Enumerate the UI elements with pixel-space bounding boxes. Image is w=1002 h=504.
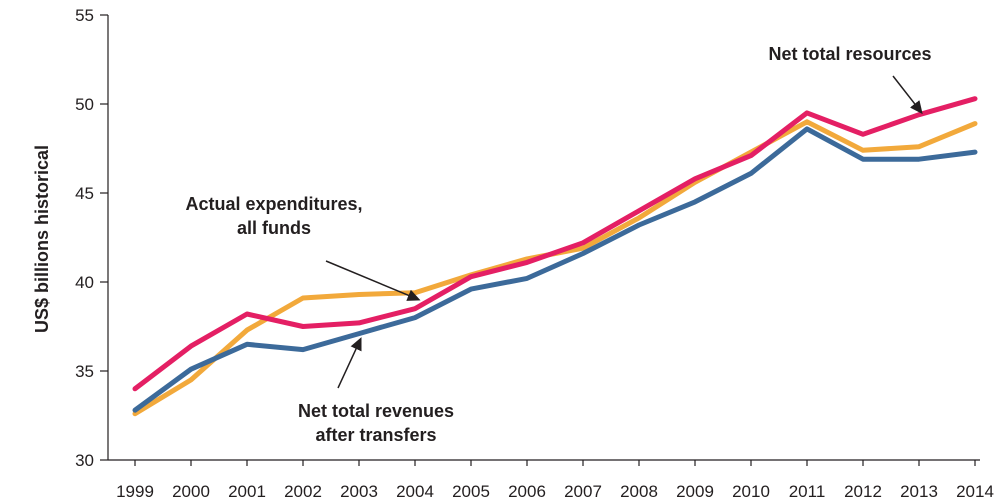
series-line-2 [132,96,978,392]
x-tick-label: 2013 [900,482,938,501]
x-tick-label: 2014 [956,482,994,501]
y-axis-title: US$ billions historical [32,145,52,333]
x-tick-label: 2012 [844,482,882,501]
annotation-1: Net total revenues after transfers [298,337,454,445]
y-tick-label: 40 [75,273,94,292]
annotation-line: Actual expenditures, [185,194,362,214]
x-tick-label: 2001 [228,482,266,501]
x-tick-label: 2004 [396,482,434,501]
x-tick-label: 2000 [172,482,210,501]
x-tick-label: 2008 [620,482,658,501]
x-tick-label: 2010 [732,482,770,501]
x-tick-label: 2006 [508,482,546,501]
annotation-label: Actual expenditures, all funds [185,194,362,238]
annotation-arrow [325,260,421,301]
annotation-arrow [892,75,923,115]
series-line-1 [132,126,978,413]
x-tick-label: 2009 [676,482,714,501]
annotation-0: Actual expenditures, all funds [185,194,421,301]
axes: 30 35 40 45 50 55 1999 2000 2001 2002 2003 2004 2005… [75,6,994,501]
x-tick-label: 2005 [452,482,490,501]
x-tick-label: 2011 [789,482,826,501]
x-tick-label: 2002 [284,482,322,501]
y-tick-label: 35 [75,362,94,381]
y-tick-label: 30 [75,451,94,470]
annotation-line: after transfers [315,425,436,445]
y-tick-label: 55 [75,6,94,25]
annotation-line: Net total resources [768,44,931,64]
x-tick-label: 1999 [116,482,154,501]
annotation-line: all funds [237,218,311,238]
y-tick-label: 45 [75,184,94,203]
annotation-arrow [337,337,362,389]
x-tick-label: 2007 [564,482,602,501]
x-tick-label: 2003 [340,482,378,501]
annotation-line: Net total revenues [298,401,454,421]
annotation-label: Net total revenues after transfers [298,401,454,445]
annotation-label: Net total resources [768,44,931,64]
series-lines [132,96,978,417]
annotations: Actual expenditures, all funds Net total r… [185,44,931,445]
y-tick-label: 50 [75,95,94,114]
annotation-2: Net total resources [768,44,932,115]
